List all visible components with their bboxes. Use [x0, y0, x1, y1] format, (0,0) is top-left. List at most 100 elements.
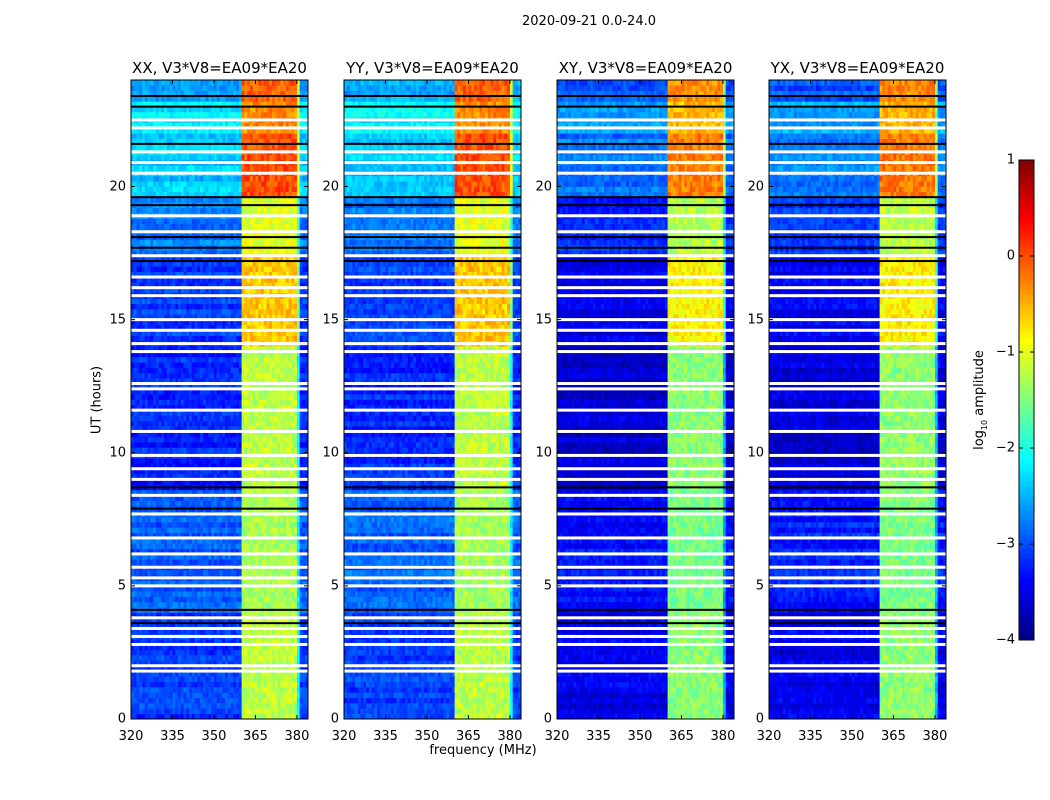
heatmap-cell — [274, 681, 278, 688]
heatmap-cell — [263, 394, 267, 400]
heatmap-cell — [139, 346, 143, 352]
heatmap-cell — [169, 617, 173, 624]
heatmap-cell — [305, 447, 309, 454]
heatmap-cell — [131, 314, 135, 320]
heatmap-cell — [249, 644, 253, 651]
heatmap-cell — [230, 703, 234, 709]
heatmap-cell — [189, 447, 193, 454]
heatmap-cell — [241, 458, 245, 464]
heatmap-cell — [164, 468, 168, 475]
heatmap-cell — [247, 548, 251, 555]
heatmap-cell — [194, 351, 198, 358]
heatmap-cell — [283, 708, 287, 714]
heatmap-cell — [144, 692, 148, 699]
heatmap-cell — [288, 420, 292, 427]
heatmap-cell — [200, 351, 204, 358]
heatmap-cell — [299, 500, 303, 507]
heatmap-cell — [299, 623, 303, 629]
heatmap-cell — [230, 537, 234, 544]
heatmap-cell — [202, 516, 206, 523]
heatmap-cell — [260, 559, 265, 565]
heatmap-cell — [285, 521, 289, 528]
heatmap-cell — [249, 591, 253, 597]
heatmap-cell — [191, 596, 195, 603]
heatmap-cell — [249, 521, 253, 528]
heatmap-cell — [161, 394, 165, 400]
heatmap-cell — [277, 474, 281, 480]
heatmap-cell — [183, 388, 187, 395]
heatmap-cell — [166, 410, 171, 416]
heatmap-cell — [302, 378, 306, 384]
heatmap-cell — [139, 703, 143, 709]
heatmap-cell — [142, 692, 146, 699]
heatmap-cell — [136, 665, 140, 672]
heatmap-cell — [296, 474, 301, 480]
heatmap-cell — [194, 553, 198, 560]
heatmap-cell — [194, 516, 198, 523]
heatmap-cell — [158, 612, 162, 619]
heatmap-cell — [200, 516, 204, 523]
heatmap-cell — [247, 442, 251, 448]
heatmap-cell — [164, 532, 168, 539]
heatmap-cell — [211, 537, 215, 544]
heatmap-cell — [191, 431, 195, 438]
heatmap-cell — [299, 447, 303, 454]
heatmap-cell — [219, 537, 223, 544]
heatmap-cell — [225, 346, 229, 352]
heatmap-cell — [166, 346, 171, 352]
heatmap-cell — [258, 687, 262, 693]
heatmap-cell — [263, 410, 267, 416]
heatmap-cell — [169, 319, 173, 326]
heatmap-cell — [269, 367, 273, 374]
heatmap-cell — [131, 308, 135, 315]
heatmap-cell — [296, 367, 301, 374]
heatmap-cell — [131, 431, 135, 438]
heatmap-cell — [244, 628, 248, 635]
heatmap-cell — [233, 474, 237, 480]
heatmap-cell — [269, 436, 273, 443]
heatmap-cell — [216, 665, 220, 672]
heatmap-cell — [150, 346, 154, 352]
heatmap-cell — [147, 319, 151, 326]
heatmap-cell — [131, 500, 135, 507]
heatmap-cell — [202, 655, 206, 661]
heatmap-cell — [180, 362, 184, 368]
heatmap-cell — [285, 516, 289, 523]
heatmap-cell — [178, 569, 182, 576]
heatmap-cell — [249, 420, 253, 427]
heatmap-cell — [260, 415, 265, 422]
heatmap-cell — [244, 303, 248, 310]
heatmap-cell — [144, 703, 148, 709]
heatmap-cell — [255, 303, 259, 310]
heatmap-cell — [161, 431, 165, 438]
heatmap-cell — [272, 692, 276, 699]
heatmap-cell — [183, 351, 187, 358]
heatmap-cell — [166, 537, 171, 544]
heatmap-cell — [164, 612, 168, 619]
heatmap-cell — [280, 671, 284, 677]
heatmap-cell — [191, 649, 195, 656]
heatmap-cell — [150, 649, 154, 656]
heatmap-cell — [263, 639, 267, 645]
heatmap-cell — [216, 410, 220, 416]
heatmap-cell — [255, 463, 259, 470]
heatmap-cell — [144, 644, 148, 651]
heatmap-cell — [285, 314, 289, 320]
heatmap-cell — [258, 319, 262, 326]
heatmap-cell — [180, 697, 184, 704]
heatmap-cell — [241, 319, 245, 326]
heatmap-cell — [183, 660, 187, 667]
heatmap-cell — [230, 585, 234, 592]
heatmap-cell — [299, 442, 303, 448]
heatmap-cell — [249, 458, 253, 464]
heatmap-cell — [247, 356, 251, 363]
heatmap-cell — [189, 495, 193, 501]
heatmap-cell — [280, 447, 284, 454]
heatmap-cell — [197, 516, 201, 523]
heatmap-cell — [249, 569, 253, 576]
heatmap-cell — [299, 474, 303, 480]
heatmap-cell — [274, 612, 278, 619]
heatmap-cell — [249, 676, 253, 683]
heatmap-cell — [266, 351, 270, 358]
heatmap-cell — [305, 420, 309, 427]
